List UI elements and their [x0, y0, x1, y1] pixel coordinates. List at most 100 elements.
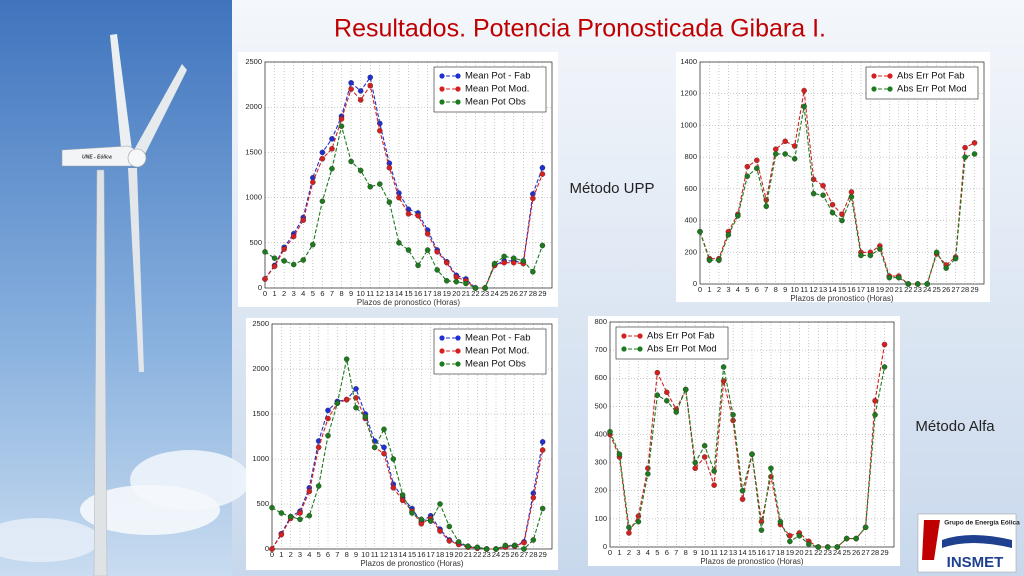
data-point	[905, 281, 912, 287]
data-point	[839, 217, 845, 224]
data-point	[381, 426, 387, 433]
data-point	[701, 442, 708, 449]
logo-group: Grupo de Energía Eólica	[944, 520, 1020, 527]
x-tick-label: 26	[942, 285, 950, 294]
y-tick-label: 500	[594, 401, 607, 410]
data-point	[415, 212, 421, 219]
data-point	[711, 468, 717, 474]
data-point	[872, 397, 878, 404]
data-point	[739, 496, 746, 502]
data-point	[491, 260, 498, 267]
x-tick-label: 24	[490, 289, 498, 298]
x-tick-label: 9	[349, 289, 353, 298]
x-tick-label: 17	[426, 550, 434, 559]
data-point	[692, 459, 698, 466]
data-point	[801, 103, 807, 110]
data-point	[754, 157, 760, 164]
x-tick-label: 28	[529, 289, 537, 298]
data-point	[511, 542, 518, 549]
data-point	[405, 211, 412, 217]
data-point	[853, 535, 859, 542]
data-point	[772, 151, 779, 157]
x-tick-label: 18	[436, 550, 444, 559]
x-tick-label: 0	[263, 289, 267, 298]
y-tick-label: 2000	[245, 102, 262, 111]
data-point	[539, 242, 546, 249]
data-point	[453, 278, 460, 285]
data-point	[348, 80, 354, 86]
y-tick-label: 0	[603, 542, 607, 551]
y-tick-label: 200	[684, 247, 697, 256]
x-tick-label: 6	[320, 289, 324, 298]
x-tick-label: 16	[847, 285, 855, 294]
x-tick-label: 10	[356, 289, 364, 298]
x-axis-label: Plazos de pronostico (Horas)	[360, 559, 463, 568]
data-point	[872, 412, 878, 418]
x-tick-label: 29	[538, 550, 546, 559]
y-tick-label: 1500	[252, 409, 269, 418]
data-point	[348, 158, 354, 165]
slide-title: Resultados. Potencia Pronosticada Gibara…	[334, 15, 826, 43]
x-tick-label: 16	[757, 548, 765, 557]
x-tick-label: 22	[471, 289, 479, 298]
data-point	[396, 240, 402, 246]
data-point	[806, 541, 812, 547]
data-point	[437, 501, 443, 507]
data-point	[343, 396, 350, 403]
x-tick-label: 17	[857, 285, 865, 294]
data-point	[782, 151, 788, 157]
x-tick-label: 26	[510, 550, 518, 559]
data-point	[521, 546, 527, 552]
data-point	[348, 86, 354, 92]
data-point	[297, 510, 303, 516]
data-point	[834, 544, 840, 550]
x-tick-label: 8	[339, 289, 343, 298]
x-tick-label: 27	[861, 548, 869, 557]
x-tick-label: 9	[693, 548, 697, 557]
data-point	[437, 528, 443, 534]
x-tick-label: 7	[764, 285, 768, 294]
x-tick-label: 21	[464, 550, 472, 559]
data-point	[381, 444, 387, 451]
x-tick-label: 22	[904, 285, 912, 294]
data-point	[329, 165, 335, 172]
legend-swatch	[455, 99, 461, 105]
x-tick-label: 3	[636, 548, 640, 557]
data-point	[338, 116, 345, 122]
y-tick-label: 2500	[252, 319, 269, 328]
x-tick-label: 8	[684, 548, 688, 557]
y-tick-label: 1500	[245, 147, 262, 156]
legend-label: Mean Pot Mod.	[465, 84, 529, 95]
x-tick-label: 24	[923, 285, 931, 294]
legend: Abs Err Pot Fab Abs Err Pot Mod	[865, 66, 979, 100]
data-point	[300, 217, 307, 223]
x-tick-label: 27	[951, 285, 959, 294]
x-tick-label: 16	[417, 550, 425, 559]
series-line	[699, 106, 975, 285]
data-point	[924, 281, 930, 287]
logo: Grupo de Energía Eólica INSMET	[917, 513, 1020, 573]
data-point	[886, 274, 893, 281]
data-point	[971, 140, 978, 146]
y-tick-label: 0	[258, 283, 262, 292]
x-tick-label: 9	[354, 550, 358, 559]
plot-frame	[264, 61, 553, 289]
x-tick-label: 17	[767, 548, 775, 557]
legend-swatch	[439, 348, 445, 354]
data-point	[820, 192, 826, 198]
x-tick-label: 27	[519, 289, 527, 298]
data-point	[353, 404, 359, 411]
data-point	[763, 203, 770, 210]
x-tick-label: 15	[404, 289, 412, 298]
x-tick-label: 26	[510, 289, 518, 298]
data-point	[353, 386, 359, 392]
data-point	[635, 518, 642, 525]
x-tick-label: 14	[395, 289, 403, 298]
plot-frame	[271, 323, 553, 550]
x-tick-label: 4	[307, 550, 311, 559]
data-point	[357, 97, 364, 103]
data-point	[325, 415, 331, 422]
x-tick-label: 23	[481, 289, 489, 298]
